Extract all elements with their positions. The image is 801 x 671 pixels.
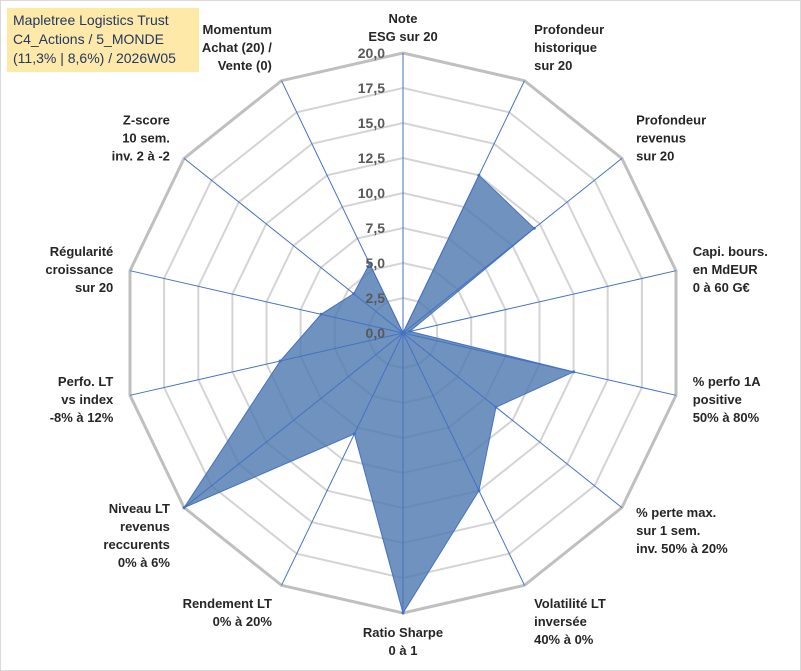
axis-spoke: [402, 332, 525, 586]
category-label-line: Momentum: [203, 22, 272, 37]
category-label-line: Niveau LT: [109, 501, 170, 516]
tick-label: 0,0: [366, 325, 386, 341]
category-label-line: sur 1 sem.: [636, 523, 700, 538]
category-label-line: reccurents: [103, 537, 169, 552]
category-labels: Note ESG sur 20 Profondeur historique sur 20…: [45, 11, 767, 658]
axis-spoke: [402, 270, 677, 334]
chart-title-line-1: Mapletree Logistics Trust: [13, 12, 169, 28]
category-label-line: 10 sem.: [122, 130, 170, 145]
category-label-line: % perte max.: [636, 505, 716, 520]
category-label-line: Volatilité LT: [534, 596, 606, 611]
category-label-line: 40% à 0%: [534, 632, 594, 647]
category-label: Profondeur historique sur 20: [534, 22, 604, 73]
category-label-line: croissance: [45, 262, 113, 277]
category-label-line: revenus: [636, 130, 686, 145]
category-label-line: sur 20: [636, 148, 674, 163]
axis-spoke: [183, 158, 404, 334]
category-label: Régularité croissance sur 20: [45, 244, 113, 295]
radial-axis-ticks: 0,0 2,5 5,0 7,5 10,0 12,5 15,0 17,5 20,0: [358, 45, 385, 341]
category-label-line: positive: [693, 392, 742, 407]
category-label: Momentum Achat (20) / Vente (0): [202, 22, 272, 73]
axis-spoke: [281, 332, 404, 586]
tick-label: 10,0: [358, 185, 385, 201]
category-label: Profondeur revenus sur 20: [636, 112, 706, 163]
category-label-line: Rendement LT: [183, 596, 272, 611]
category-label-line: % perfo 1A: [693, 374, 762, 389]
category-label-line: Profondeur: [534, 22, 604, 37]
category-label-line: historique: [534, 40, 597, 55]
category-label: Z-score 10 sem. inv. 2 à -2: [112, 112, 170, 163]
radar-spokes: [129, 53, 677, 613]
category-label-line: Profondeur: [636, 112, 706, 127]
category-label-line: inv. 2 à -2: [112, 148, 170, 163]
category-label: Ratio Sharpe 0 à 1: [363, 625, 443, 658]
category-label-line: -8% à 12%: [50, 410, 114, 425]
category-label-line: sur 20: [75, 280, 113, 295]
axis-spoke: [129, 270, 404, 334]
category-label-line: Note: [389, 11, 418, 26]
tick-label: 20,0: [358, 45, 385, 61]
category-label: Perfo. LT vs index -8% à 12%: [50, 374, 114, 425]
category-label-line: 0% à 6%: [118, 555, 170, 570]
category-label: % perte max. sur 1 sem. inv. 50% à 20%: [636, 505, 728, 556]
category-label-line: Perfo. LT: [58, 374, 113, 389]
category-label-line: en MdEUR: [693, 262, 759, 277]
chart-title-line-2: C4_Actions / 5_MONDE: [13, 31, 164, 47]
category-label-line: inversée: [534, 614, 587, 629]
category-label: Capi. bours. en MdEUR 0 à 60 G€: [693, 244, 768, 295]
category-label-line: Régularité: [50, 244, 114, 259]
category-label-line: revenus: [120, 519, 170, 534]
category-label-line: sur 20: [534, 58, 572, 73]
axis-spoke: [402, 80, 525, 334]
category-label-line: Achat (20) /: [202, 40, 272, 55]
category-label-line: Ratio Sharpe: [363, 625, 443, 640]
axis-spoke: [129, 332, 404, 396]
tick-label: 7,5: [366, 220, 386, 236]
category-label-line: 0% à 20%: [213, 614, 273, 629]
tick-label: 15,0: [358, 115, 385, 131]
tick-label: 5,0: [366, 255, 386, 271]
axis-spoke: [281, 80, 404, 334]
category-label-line: 0 à 1: [389, 643, 418, 658]
category-label-line: vs index: [61, 392, 114, 407]
axis-spoke: [402, 332, 623, 508]
axis-spoke: [402, 332, 677, 396]
category-label-line: Z-score: [123, 112, 170, 127]
category-label-line: 0 à 60 G€: [693, 280, 750, 295]
category-label: Rendement LT 0% à 20%: [183, 596, 273, 629]
axis-spoke: [402, 158, 623, 334]
category-label-line: Vente (0): [218, 58, 272, 73]
category-label-line: Capi. bours.: [693, 244, 768, 259]
category-label-line: ESG sur 20: [368, 29, 437, 44]
tick-label: 12,5: [358, 150, 385, 166]
chart-title-line-3: (11,3% | 8,6%) / 2026W05: [13, 50, 176, 66]
chart-title-box: Mapletree Logistics Trust C4_Actions / 5…: [7, 8, 199, 72]
category-label: Note ESG sur 20: [368, 11, 437, 44]
category-label: % perfo 1A positive 50% à 80%: [693, 374, 762, 425]
category-label-line: inv. 50% à 20%: [636, 541, 728, 556]
category-label: Niveau LT revenus reccurents 0% à 6%: [103, 501, 170, 570]
tick-label: 2,5: [366, 290, 386, 306]
tick-label: 17,5: [358, 80, 385, 96]
category-label-line: 50% à 80%: [693, 410, 760, 425]
axis-spoke: [183, 332, 404, 508]
category-label: Volatilité LT inversée 40% à 0%: [534, 596, 606, 647]
